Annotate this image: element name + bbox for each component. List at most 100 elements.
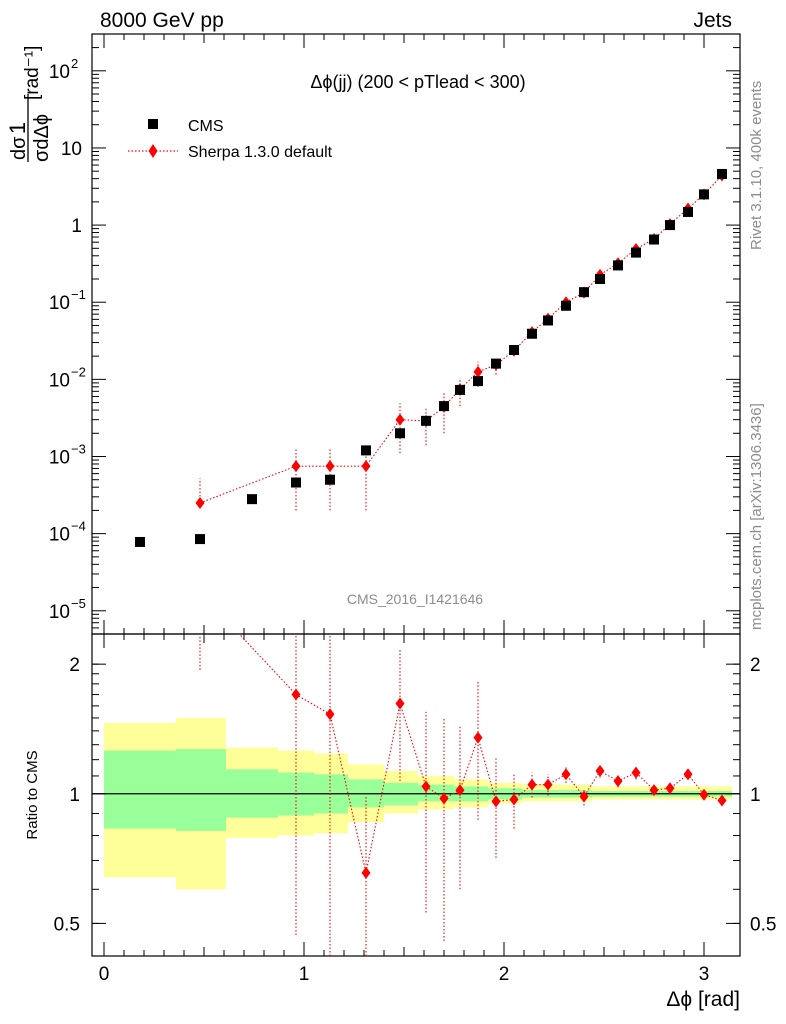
plot-title: Δϕ(jj) (200 < pTlead < 300) (310, 72, 525, 92)
cms-point (439, 401, 449, 412)
sherpa-ratio-point (579, 790, 589, 803)
cms-point (325, 474, 335, 485)
ratio-sherpa-clipped (199, 634, 727, 956)
sherpa-ratio-point (665, 782, 675, 795)
cms-point (421, 415, 431, 426)
energy-label: 8000 GeV pp (100, 9, 224, 32)
sherpa-ratio-point (421, 780, 431, 793)
cms-point (683, 206, 693, 217)
sherpa-ratio-point (561, 768, 571, 781)
main-ytick-exponent: −2 (71, 364, 86, 379)
cms-point (631, 247, 641, 258)
sherpa-ratio-point (683, 768, 693, 781)
legend: CMS Sherpa 1.3.0 default (128, 118, 333, 161)
main-ytick-exponent: −1 (71, 287, 86, 302)
sherpa-ratio-point (699, 788, 709, 801)
sherpa-ratio-point (631, 766, 641, 779)
cms-point (543, 315, 553, 326)
sherpa-ratio-point (509, 793, 519, 806)
main-sherpa-series (195, 169, 727, 511)
main-ytick-exponent: −4 (71, 519, 86, 534)
xlabel: Δϕ [rad] (666, 988, 740, 1011)
sherpa-point (291, 460, 301, 473)
sherpa-ratio-point (455, 784, 465, 797)
cms-point (361, 445, 371, 456)
cms-point (649, 234, 659, 245)
sherpa-ratio-point (613, 775, 623, 788)
sherpa-ratio-point (543, 778, 553, 791)
main-ytick-label: 10 (61, 139, 82, 160)
analysis-label: CMS_2016_I1421646 (347, 591, 483, 607)
sherpa-ratio-point (325, 708, 335, 721)
sherpa-ratio-point (491, 795, 501, 808)
legend-sherpa-marker (148, 144, 158, 158)
sherpa-ratio-point (473, 731, 483, 744)
cms-point (491, 358, 501, 369)
xtick-label: 3 (699, 964, 710, 985)
main-ytick-exponent: −3 (71, 442, 86, 457)
rivet-label: Rivet 3.1.10, 400k events (748, 81, 765, 250)
sherpa-ratio-point (361, 866, 371, 879)
main-ylabel: 1 dσ σdΔϕ [rad⁻¹] (5, 46, 53, 162)
cms-point (579, 287, 589, 298)
cms-point (247, 494, 257, 505)
cms-point (613, 260, 623, 271)
sherpa-point (325, 460, 335, 473)
main-ytick-label: 10 (49, 448, 70, 469)
main-ytick-label: 10 (49, 62, 70, 83)
cms-point (717, 168, 727, 179)
sherpa-point (361, 460, 371, 473)
legend-sherpa-label: Sherpa 1.3.0 default (188, 144, 333, 161)
cms-point (595, 274, 605, 285)
main-ytick-label: 10 (49, 525, 70, 546)
stat-band (176, 749, 226, 831)
cms-point (135, 536, 145, 547)
sherpa-ratio-point (595, 764, 605, 777)
cms-point (395, 428, 405, 439)
cms-point (509, 345, 519, 356)
ratio-ytick-label-left: 0.5 (54, 914, 80, 935)
sherpa-ratio-point (395, 697, 405, 710)
sherpa-point (195, 496, 205, 509)
sherpa-line (199, 175, 723, 504)
ylabel-denominator: σdΔϕ (31, 114, 53, 162)
cms-point (455, 384, 465, 395)
stat-band (104, 750, 176, 829)
ratio-ytick-label-right: 1 (750, 785, 761, 806)
ratio-axes-ticks: 0.5 0.5 1 1 2 2 0 1 2 3 (54, 634, 776, 985)
ylabel-expression: dσ (8, 136, 30, 160)
main-ytick-label: 1 (71, 216, 82, 237)
ratio-ytick-label-left: 2 (69, 655, 80, 676)
main-ytick-label: 10 (49, 370, 70, 391)
sherpa-ratio-point (291, 688, 301, 701)
cms-point (473, 376, 483, 387)
main-ytick-label: 10 (49, 293, 70, 314)
ratio-ytick-label-left: 1 (69, 785, 80, 806)
source-label: mcplots.cern.ch [arXiv:1306.3436] (748, 403, 765, 630)
sherpa-ratio-point (439, 792, 449, 805)
ylabel-units: [rad⁻¹] (22, 46, 43, 100)
cms-point (561, 300, 571, 311)
xtick-label: 1 (299, 964, 310, 985)
ratio-sherpa-series (199, 634, 727, 956)
cms-point (527, 328, 537, 339)
ratio-ytick-label-right: 2 (750, 655, 761, 676)
ratio-plot-frame (91, 633, 741, 957)
ratio-ylabel: Ratio to CMS (24, 750, 41, 839)
xtick-label: 0 (99, 964, 110, 985)
sherpa-point (395, 413, 405, 426)
ratio-ytick-label-right: 0.5 (750, 914, 776, 935)
sherpa-ratio-point (649, 784, 659, 797)
sherpa-ratio-point (527, 778, 537, 791)
ratio-uncertainty-bands (104, 717, 732, 890)
cms-point (665, 220, 675, 231)
cms-point (195, 534, 205, 545)
xtick-label: 2 (499, 964, 510, 985)
category-label: Jets (693, 9, 732, 32)
main-ytick-label: 10 (49, 602, 70, 623)
legend-cms-marker (148, 119, 158, 129)
sherpa-point (473, 365, 483, 378)
legend-cms-label: CMS (188, 118, 224, 135)
